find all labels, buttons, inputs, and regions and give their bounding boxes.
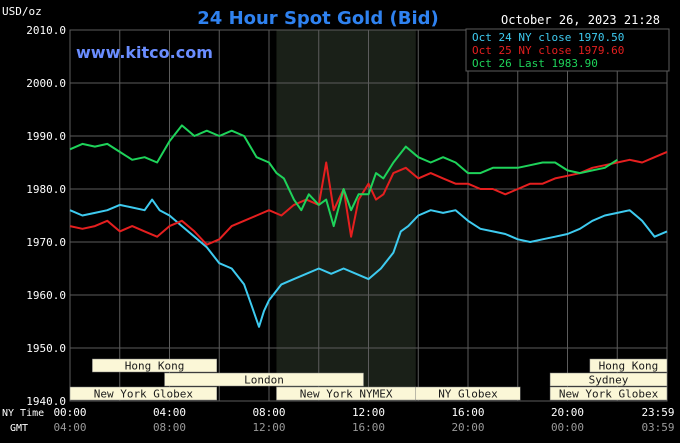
- session-bar: [164, 372, 364, 387]
- series-line-2: [69, 124, 618, 228]
- session-bar-label: New York Globex: [559, 388, 659, 401]
- y-tick-label: 1970.0: [26, 236, 66, 249]
- session-bar-label: New York NYMEX: [300, 388, 393, 401]
- chart-title: 24 Hour Spot Gold (Bid): [197, 8, 438, 29]
- gmt-tick: 03:59: [641, 421, 674, 434]
- nymex-session-shade: [276, 30, 416, 401]
- unit-label: USD/oz: [2, 5, 42, 18]
- gmt-tick: 04:00: [53, 421, 86, 434]
- gmt-label: GMT: [10, 423, 28, 434]
- y-tick-label: 2000.0: [26, 77, 66, 90]
- y-tick-label: 1950.0: [26, 342, 66, 355]
- series-group: [69, 124, 668, 328]
- series-line-1: [69, 150, 668, 246]
- session-bar: [549, 372, 668, 387]
- session-bar: [589, 358, 668, 373]
- plot-frame: [69, 29, 668, 402]
- gmt-tick: 16:00: [352, 421, 385, 434]
- y-tick-label: 1990.0: [26, 130, 66, 143]
- ny-time-tick: 23:59: [641, 406, 674, 419]
- legend-entry-oct25: Oct 25 NY close 1979.60: [472, 44, 624, 57]
- ny-time-tick: 08:00: [252, 406, 285, 419]
- session-bar-label: Hong Kong: [125, 360, 185, 373]
- session-bar-label: New York Globex: [94, 388, 194, 401]
- gmt-tick: 20:00: [451, 421, 484, 434]
- x-axis-ticks: 00:00 04:00 08:00 12:00 16:00 20:00 23:59 04:00…: [53, 406, 674, 434]
- ny-time-tick: 16:00: [451, 406, 484, 419]
- ny-time-tick: 04:00: [153, 406, 186, 419]
- session-bar: [92, 358, 218, 373]
- y-tick-label: 1980.0: [26, 183, 66, 196]
- gmt-tick: 12:00: [252, 421, 285, 434]
- y-axis-ticks: 2010.0 2000.0 1990.0 1980.0 1970.0 1960.0 1950…: [26, 24, 66, 408]
- y-tick-label: 1940.0: [26, 395, 66, 408]
- gmt-tick: 08:00: [153, 421, 186, 434]
- y-tick-label: 1960.0: [26, 289, 66, 302]
- session-bar-label: Hong Kong: [599, 360, 659, 373]
- ny-time-tick: 20:00: [551, 406, 584, 419]
- session-bar: [69, 386, 218, 401]
- ny-time-tick: 12:00: [352, 406, 385, 419]
- series-line-0: [69, 198, 668, 328]
- legend-box: [465, 28, 670, 72]
- timestamp: October 26, 2023 21:28: [501, 13, 660, 27]
- session-bar: [549, 386, 668, 401]
- session-bar-label: Sydney: [589, 374, 629, 387]
- session-bar: [415, 386, 521, 401]
- legend-entry-oct26: Oct 26 Last 1983.90: [472, 57, 598, 70]
- y-tick-label: 2010.0: [26, 24, 66, 37]
- watermark: www.kitco.com: [76, 43, 213, 62]
- session-bar-label: London: [244, 374, 284, 387]
- ny-time-label: NY Time: [2, 408, 44, 419]
- session-bar-label: NY Globex: [438, 388, 498, 401]
- gmt-tick: 00:00: [551, 421, 584, 434]
- legend-entry-oct24: Oct 24 NY close 1970.50: [472, 31, 624, 44]
- legend: Oct 24 NY close 1970.50 Oct 25 NY close …: [465, 28, 670, 72]
- ny-time-tick: 00:00: [53, 406, 86, 419]
